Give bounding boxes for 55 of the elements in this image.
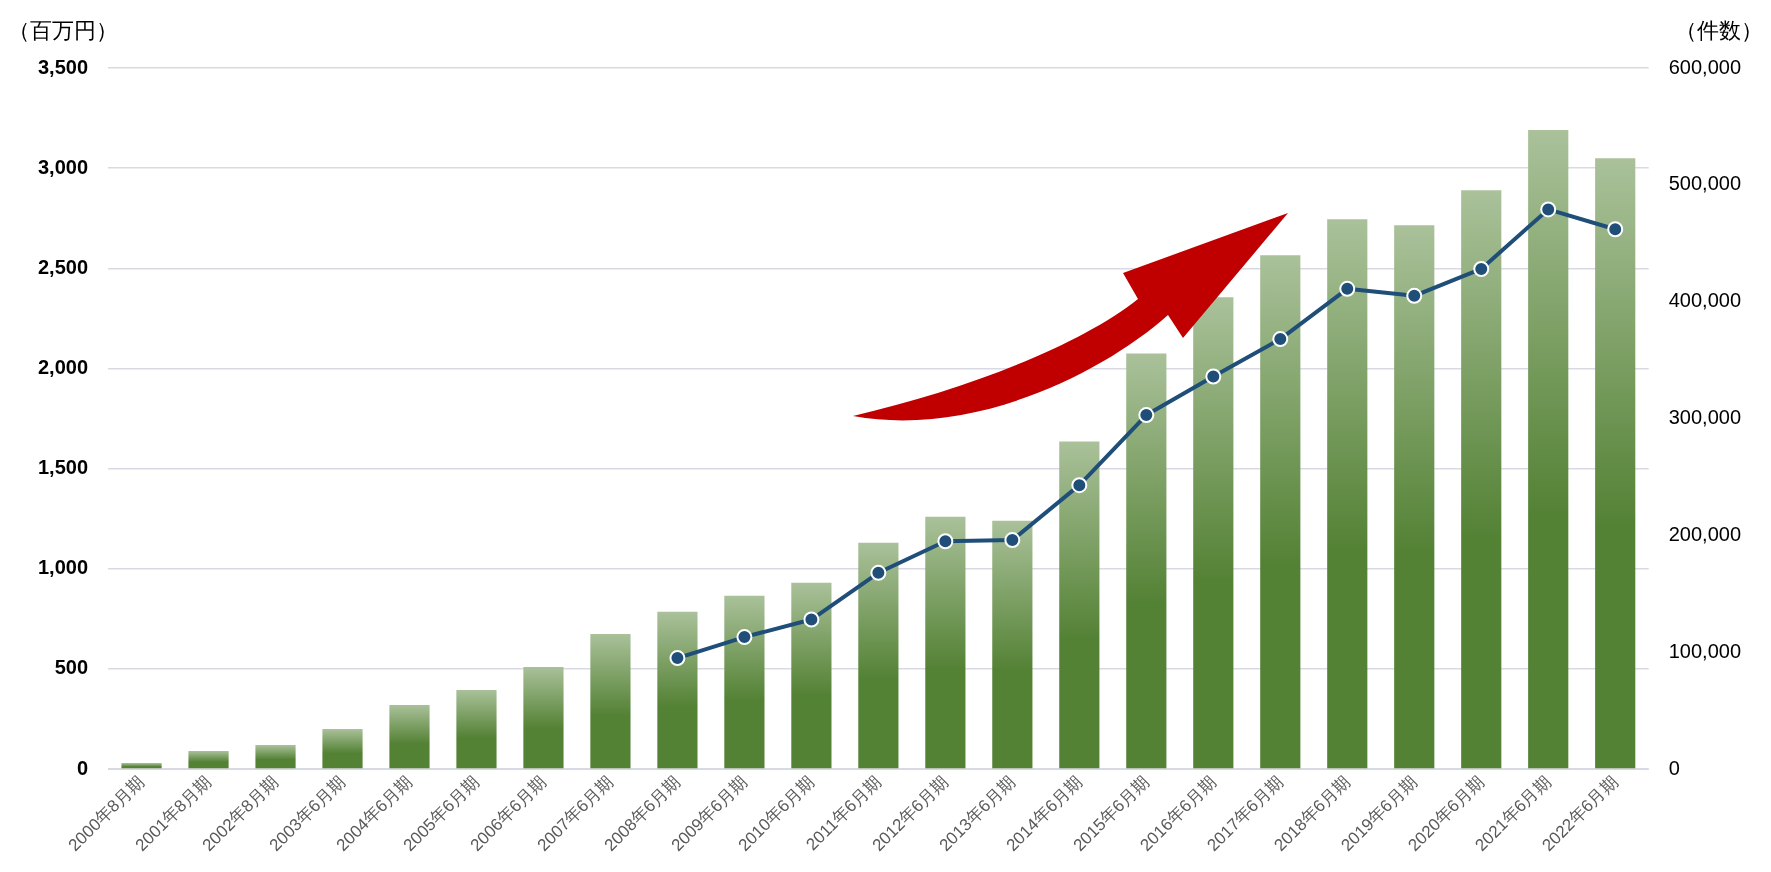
- bar: [322, 729, 363, 769]
- bar: [791, 582, 832, 769]
- point: [803, 611, 820, 628]
- bar: [1260, 255, 1301, 769]
- y2-tick-label: 100,000: [1668, 639, 1741, 662]
- point: [1406, 287, 1423, 304]
- point: [1004, 532, 1021, 549]
- bar: [724, 595, 765, 769]
- point: [870, 564, 887, 581]
- bar: [1059, 441, 1100, 769]
- bar: [523, 666, 564, 769]
- y2-tick-label: 300,000: [1668, 406, 1741, 429]
- y-tick-label: 2,000: [37, 355, 89, 378]
- y2-tick-label: 600,000: [1668, 55, 1741, 78]
- bar: [1394, 225, 1435, 769]
- y-tick-label: 500: [54, 656, 89, 679]
- bar: [1595, 158, 1636, 769]
- point: [736, 629, 753, 646]
- y2-axis-title: （件数）: [1675, 17, 1763, 45]
- point: [1272, 331, 1289, 348]
- y-tick-label: 3,500: [37, 55, 89, 78]
- bar: [456, 689, 497, 769]
- point: [1339, 280, 1356, 297]
- bar: [389, 704, 430, 769]
- bar: [1461, 190, 1502, 769]
- bar: [590, 633, 631, 769]
- point: [1540, 201, 1557, 218]
- y-tick-label: 1,500: [37, 456, 89, 479]
- bar: [1327, 219, 1368, 769]
- point: [1071, 477, 1088, 494]
- bar: [1126, 353, 1167, 769]
- y-tick-label: 0: [76, 756, 89, 779]
- y-tick-label: 2,500: [37, 255, 89, 278]
- bar: [858, 542, 899, 769]
- bar: [657, 611, 698, 769]
- point: [669, 650, 686, 667]
- bar: [1528, 130, 1569, 769]
- y2-tick-label: 500,000: [1668, 172, 1741, 195]
- y2-tick-label: 0: [1668, 756, 1680, 779]
- y2-tick-label: 400,000: [1668, 289, 1741, 312]
- point: [1138, 407, 1155, 424]
- point: [937, 533, 954, 550]
- bar: [188, 751, 229, 769]
- bar: [1193, 297, 1234, 769]
- bar: [992, 520, 1033, 769]
- bar: [255, 745, 296, 769]
- bar: [925, 516, 966, 769]
- y-axis-title: （百万円）: [8, 17, 118, 45]
- point: [1607, 221, 1624, 238]
- y-tick-label: 3,000: [37, 155, 89, 178]
- y2-tick-label: 200,000: [1668, 522, 1741, 545]
- point: [1205, 368, 1222, 385]
- point: [1473, 260, 1490, 277]
- bar: [121, 763, 162, 769]
- y-tick-label: 1,000: [37, 556, 89, 579]
